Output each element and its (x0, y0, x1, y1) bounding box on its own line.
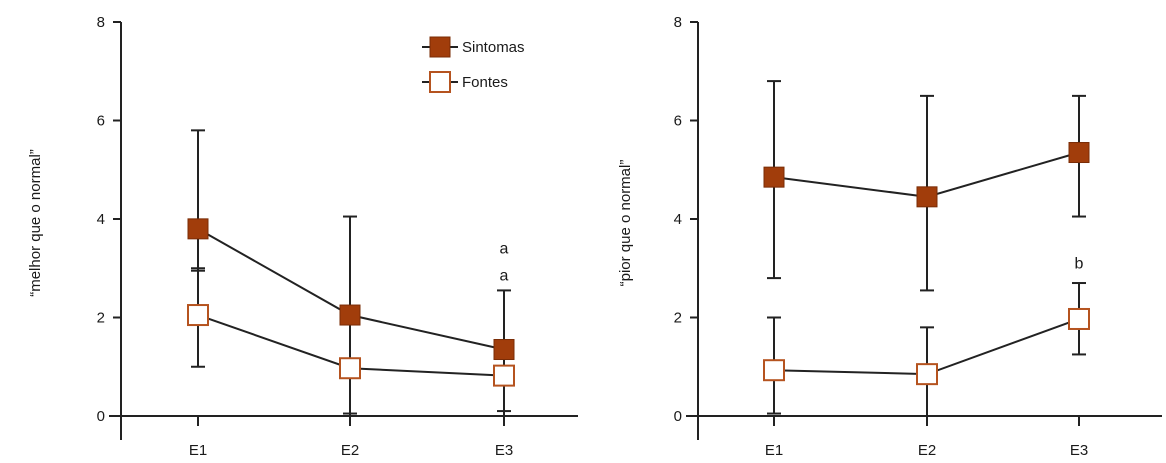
legend-marker-fontes (429, 71, 451, 93)
y-tick-label: 8 (97, 14, 105, 31)
y-tick-label: 0 (97, 408, 105, 425)
marker-sintomas-e2 (339, 304, 361, 326)
legend-label-fontes: Fontes (462, 74, 508, 91)
x-tick-label: E1 (189, 442, 207, 459)
significance-annotation: a (500, 241, 509, 258)
legend-label-sintomas: Sintomas (462, 39, 525, 56)
y-tick-label: 6 (674, 113, 682, 130)
marker-sintomas-e2 (916, 186, 938, 208)
y-tick-label: 4 (97, 211, 105, 228)
legend: Sintomas Fontes (422, 36, 525, 93)
x-tick-label: E1 (765, 442, 783, 459)
marker-sintomas-e3 (1068, 142, 1090, 164)
significance-annotation: b (1075, 255, 1084, 272)
legend-marker-sintomas (429, 36, 451, 58)
marker-fontes-e1 (763, 359, 785, 382)
y-tick-label: 2 (97, 310, 105, 327)
x-tick-label: E2 (341, 442, 359, 459)
panel-melhor-que-o-normal: 0 2 4 6 8 E1 E2 E3 “melhor que o normal” aa Sintom… (27, 14, 578, 459)
significance-annotation: a (500, 268, 509, 285)
marker-sintomas-e3 (493, 339, 515, 361)
y-axis-label: “pior que o normal” (617, 160, 634, 287)
y-tick-label: 8 (674, 14, 682, 31)
marker-fontes-e3 (1068, 307, 1090, 330)
x-tick-label: E3 (495, 442, 513, 459)
marker-fontes-e2 (916, 363, 938, 386)
panel-pior-que-o-normal: 0 2 4 6 8 E1 E2 E3 “pior que o normal” b (617, 14, 1162, 459)
marker-fontes-e2 (339, 357, 361, 380)
x-tick-label: E3 (1070, 442, 1088, 459)
y-axis-label: “melhor que o normal” (27, 149, 44, 297)
marker-fontes-e3 (493, 364, 515, 387)
x-tick-label: E2 (918, 442, 936, 459)
y-tick-label: 4 (674, 211, 682, 228)
marker-fontes-e1 (187, 304, 209, 327)
marker-sintomas-e1 (763, 166, 785, 188)
y-tick-label: 6 (97, 113, 105, 130)
y-tick-label: 0 (674, 408, 682, 425)
y-tick-label: 2 (674, 310, 682, 327)
marker-sintomas-e1 (187, 218, 209, 240)
